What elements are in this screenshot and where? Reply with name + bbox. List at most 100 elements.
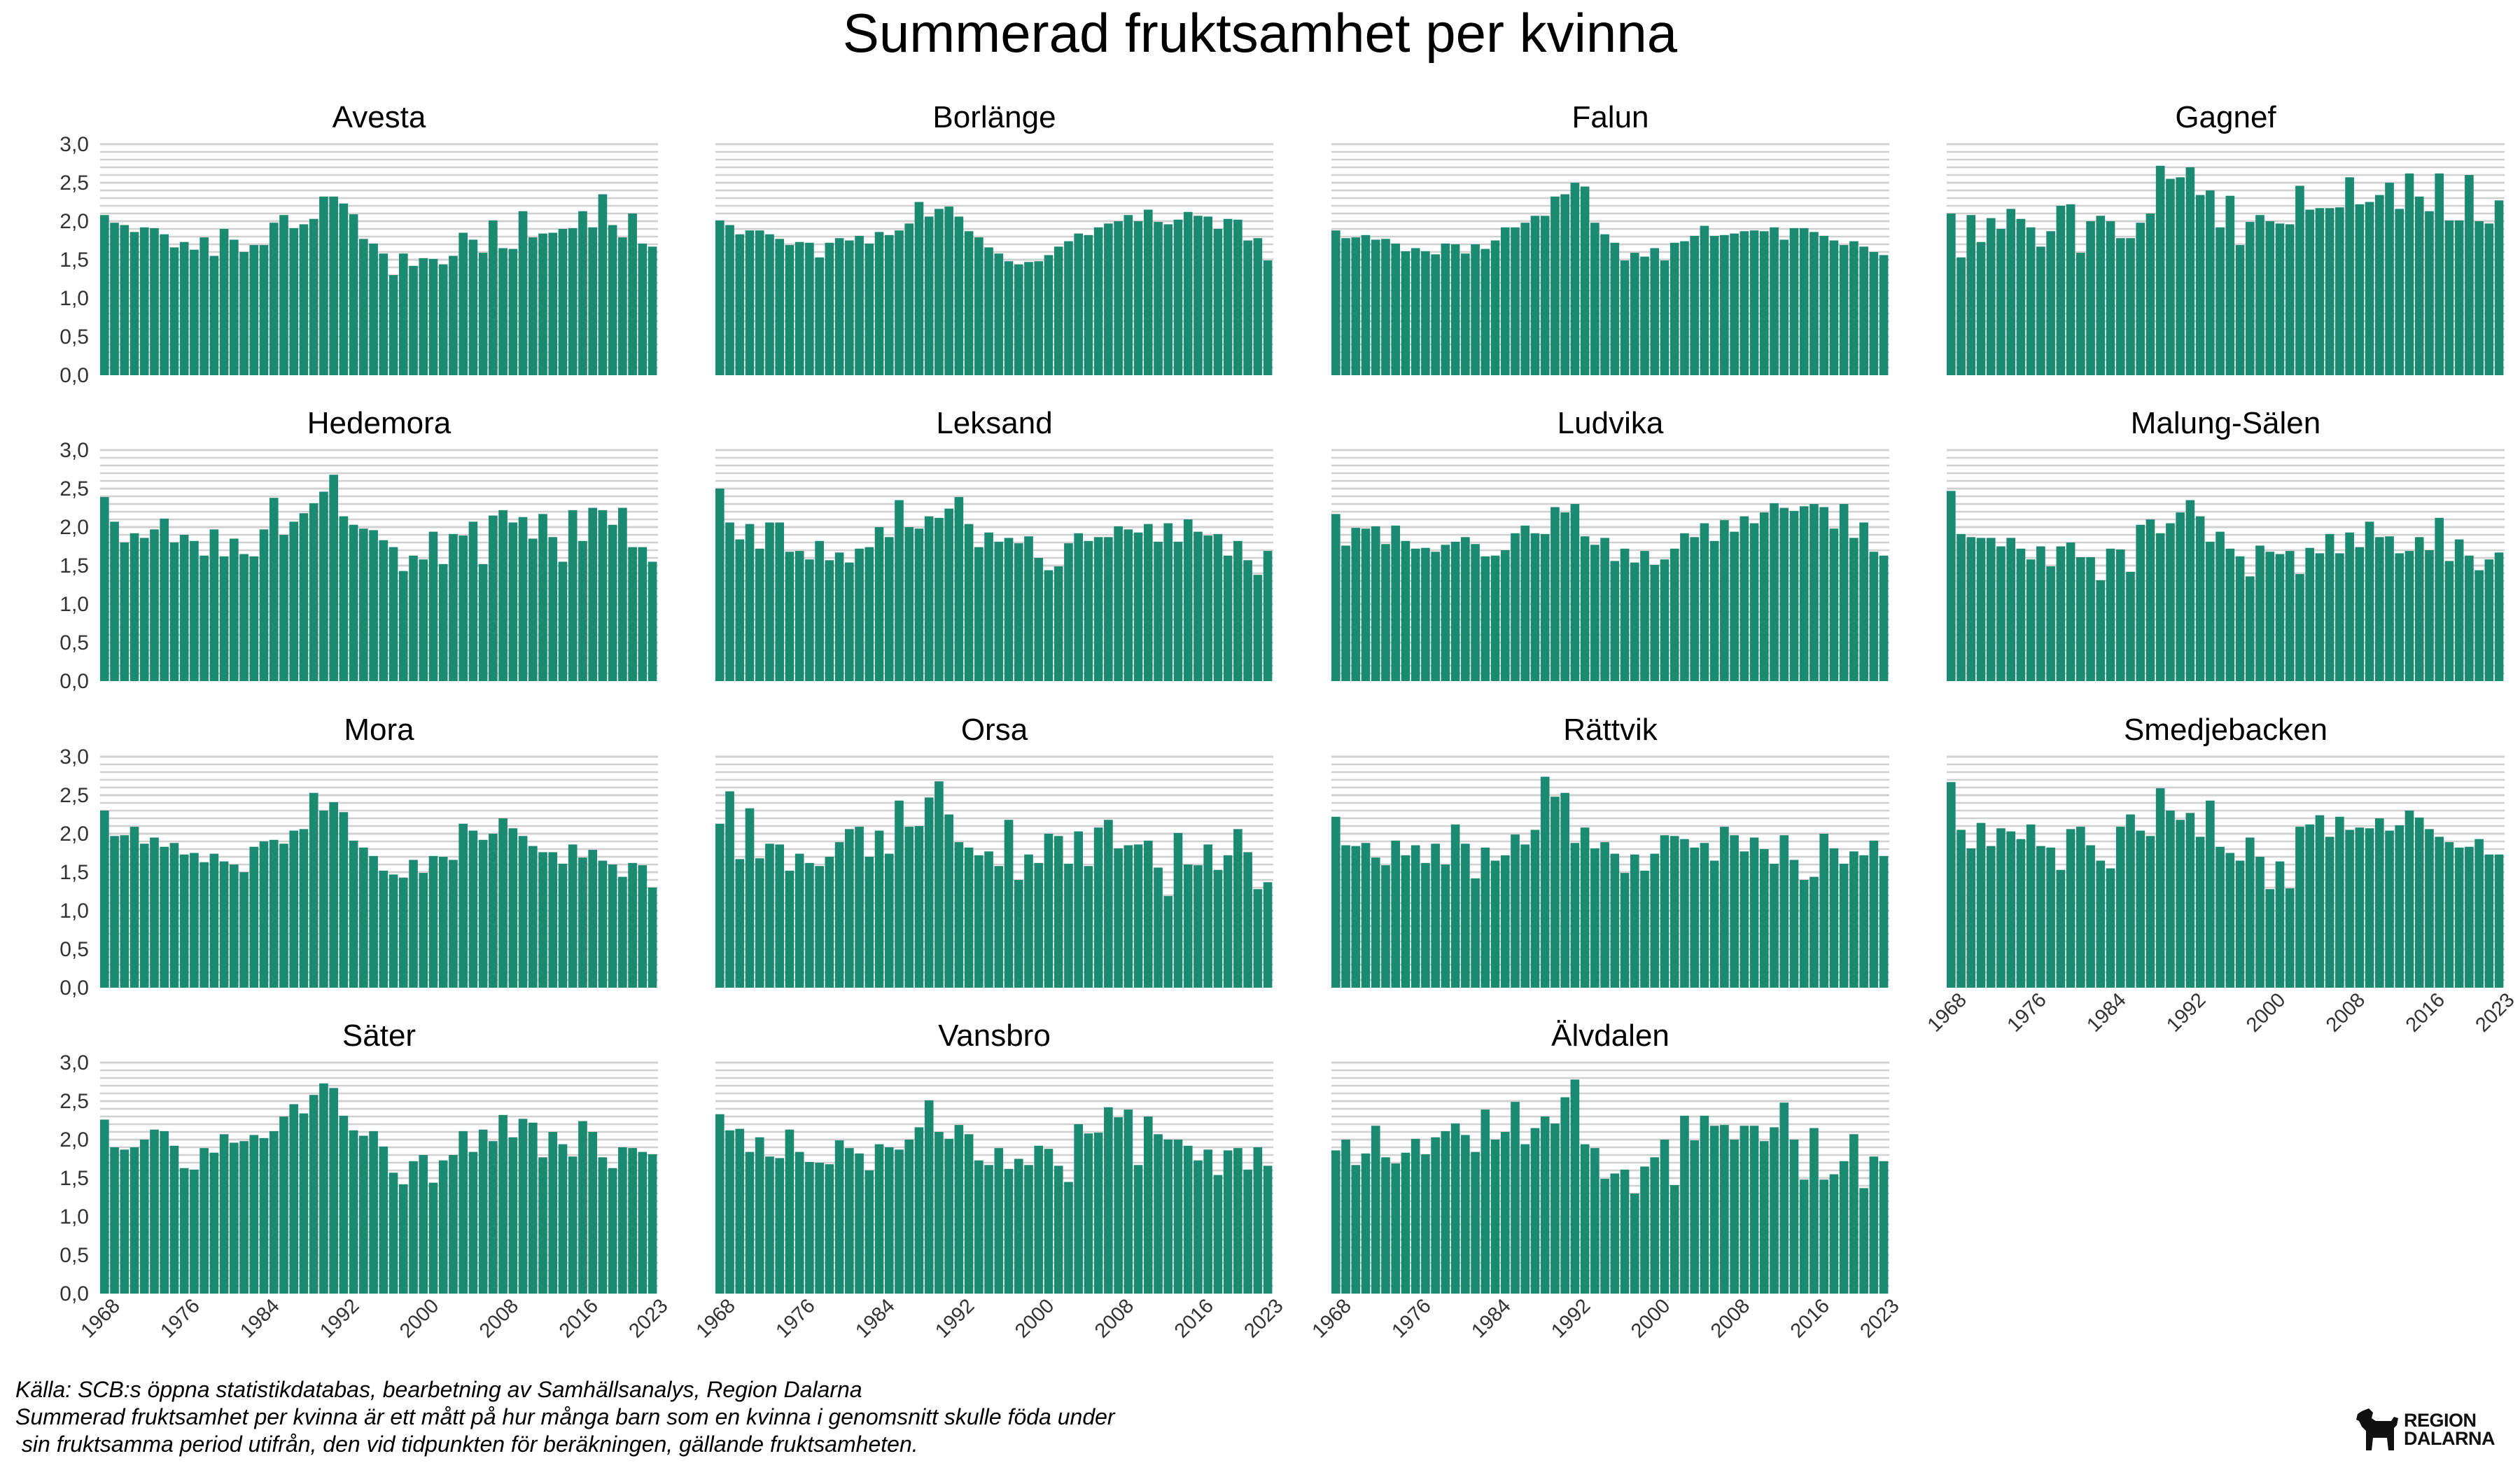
bar xyxy=(2395,825,2404,988)
bar xyxy=(984,532,993,681)
bar xyxy=(2255,545,2264,681)
bar xyxy=(169,1145,179,1294)
bar xyxy=(1381,239,1390,375)
bar xyxy=(1670,548,1679,681)
bar xyxy=(1480,847,1490,988)
bar xyxy=(478,839,488,988)
bar xyxy=(765,234,774,375)
bar xyxy=(2385,536,2394,681)
bar xyxy=(2374,818,2384,988)
bar xyxy=(2016,218,2026,375)
bar xyxy=(715,1114,724,1294)
bar xyxy=(2115,238,2125,375)
bar xyxy=(1133,221,1143,375)
bar xyxy=(349,840,358,988)
bar xyxy=(1809,876,1819,988)
bar xyxy=(914,1127,924,1294)
bar xyxy=(1956,257,1966,375)
bar xyxy=(299,513,309,681)
bar xyxy=(1480,1110,1490,1294)
bar xyxy=(2315,815,2325,988)
bar xyxy=(785,245,794,375)
bar xyxy=(1093,1133,1103,1294)
bar xyxy=(110,1147,119,1294)
bar xyxy=(359,1135,368,1294)
bar xyxy=(1996,828,2005,988)
bar xyxy=(1471,544,1480,681)
bar xyxy=(548,537,558,681)
bar xyxy=(548,852,558,988)
panel-title: Borlänge xyxy=(932,100,1056,134)
bar xyxy=(1590,848,1600,988)
bar xyxy=(825,857,834,988)
panel-leksand: Leksand xyxy=(715,406,1273,681)
bar xyxy=(359,847,368,988)
panel-title: Rättvik xyxy=(1563,713,1658,747)
bar xyxy=(618,1147,627,1294)
bar xyxy=(449,533,458,681)
bar xyxy=(1371,526,1380,681)
bar xyxy=(1480,248,1490,375)
bar xyxy=(994,866,1004,988)
y-tick-label: 2,5 xyxy=(59,784,89,807)
x-tick-label: 1976 xyxy=(156,1295,204,1343)
bar xyxy=(329,475,338,681)
y-tick-label: 2,0 xyxy=(59,1128,89,1152)
bar xyxy=(805,862,814,988)
bar xyxy=(2275,861,2285,988)
bar xyxy=(1263,260,1273,375)
bar xyxy=(1799,506,1809,681)
bar xyxy=(1263,1166,1273,1294)
bar xyxy=(755,1137,764,1294)
bar xyxy=(2355,204,2365,375)
bar xyxy=(725,225,734,375)
bar xyxy=(884,234,894,375)
y-tick-label: 0,0 xyxy=(59,670,89,693)
bar xyxy=(1163,224,1173,375)
bar xyxy=(1084,1133,1093,1294)
bar xyxy=(1014,264,1023,375)
bar xyxy=(1014,543,1023,681)
bar xyxy=(1670,1184,1679,1294)
bar xyxy=(1590,545,1600,681)
bar xyxy=(1680,241,1689,375)
logo-line-1: REGION xyxy=(2404,1410,2477,1431)
bar xyxy=(608,524,617,681)
bar xyxy=(2006,209,2016,375)
bar xyxy=(2494,854,2504,988)
bar xyxy=(2176,512,2185,681)
bar xyxy=(1859,246,1868,375)
bar xyxy=(239,252,248,375)
bar xyxy=(1104,820,1113,988)
bar xyxy=(638,865,648,988)
bar xyxy=(1054,836,1063,988)
bar xyxy=(2325,208,2334,375)
bar xyxy=(1996,229,2005,375)
bar xyxy=(954,1125,964,1294)
bar xyxy=(1720,234,1729,375)
bar xyxy=(1341,545,1350,681)
bar xyxy=(1421,862,1430,988)
bar xyxy=(200,555,209,681)
bar xyxy=(974,237,983,375)
bar xyxy=(1391,1163,1401,1294)
bar xyxy=(1253,238,1263,375)
bar xyxy=(2465,846,2474,988)
bar xyxy=(775,239,785,375)
bar xyxy=(190,853,199,988)
bar xyxy=(815,257,824,375)
bar xyxy=(1381,544,1390,681)
bar xyxy=(1550,1123,1560,1294)
bar xyxy=(2225,853,2235,988)
bar xyxy=(785,552,794,681)
bar xyxy=(1064,863,1073,988)
bar xyxy=(638,547,648,681)
bar xyxy=(638,1152,648,1294)
bar xyxy=(1690,537,1699,681)
bar xyxy=(1600,234,1609,375)
panel-ludvika: Ludvika xyxy=(1331,406,1889,681)
bar xyxy=(1183,1145,1193,1294)
bar xyxy=(398,253,408,375)
bar xyxy=(299,1113,309,1294)
